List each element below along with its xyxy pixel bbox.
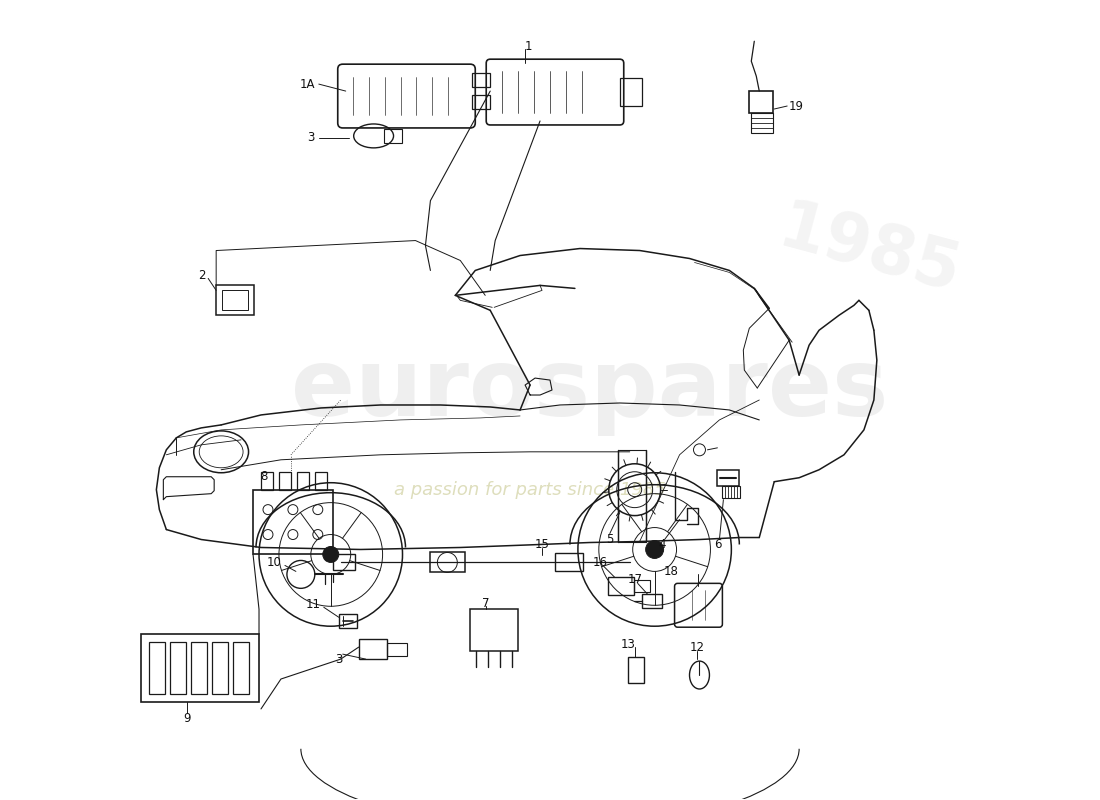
Text: 16: 16 (592, 556, 607, 569)
Bar (191, 642, 207, 694)
Text: 12: 12 (690, 641, 705, 654)
Bar (261, 472, 273, 490)
Bar (279, 472, 290, 490)
Bar (717, 470, 739, 486)
Text: 15: 15 (535, 538, 550, 551)
Text: 4: 4 (659, 538, 667, 551)
Bar (634, 580, 650, 592)
Bar (333, 554, 354, 570)
Text: eurospares: eurospares (292, 344, 889, 436)
Bar (751, 113, 773, 133)
Text: 2: 2 (198, 269, 206, 282)
Bar (384, 129, 402, 143)
Bar (749, 91, 773, 113)
Bar (430, 553, 465, 572)
Text: 1985: 1985 (771, 194, 967, 306)
Bar (386, 643, 407, 656)
Text: 6: 6 (714, 538, 722, 551)
Text: 8: 8 (260, 470, 267, 483)
Bar (359, 639, 386, 659)
Bar (472, 95, 491, 109)
Bar (315, 472, 327, 490)
Bar (608, 578, 634, 595)
Text: 1: 1 (525, 40, 532, 53)
Text: 17: 17 (627, 573, 642, 586)
Bar (233, 642, 249, 694)
Bar (618, 450, 646, 542)
Text: 13: 13 (620, 638, 635, 650)
Bar (556, 554, 583, 571)
Text: 3: 3 (307, 131, 315, 145)
Text: 5: 5 (606, 533, 614, 546)
Bar (222, 290, 249, 310)
Bar (641, 594, 661, 608)
Text: a passion for parts since 1985: a passion for parts since 1985 (394, 481, 666, 498)
Circle shape (646, 541, 663, 558)
Bar (212, 642, 228, 694)
Text: 18: 18 (664, 565, 679, 578)
Text: 7: 7 (483, 597, 490, 610)
Bar (297, 472, 309, 490)
Bar (472, 73, 491, 87)
Bar (628, 657, 643, 683)
Bar (619, 78, 641, 106)
Text: 10: 10 (267, 556, 282, 569)
Bar (253, 490, 333, 554)
Bar (339, 614, 356, 628)
Bar (170, 642, 186, 694)
Bar (150, 642, 165, 694)
Text: 3: 3 (336, 653, 342, 666)
Text: 1A: 1A (299, 78, 315, 90)
Bar (142, 634, 258, 702)
Bar (217, 286, 254, 315)
Text: 19: 19 (789, 99, 804, 113)
Bar (471, 610, 518, 651)
Circle shape (322, 546, 339, 562)
Text: 9: 9 (184, 712, 191, 726)
Text: 11: 11 (306, 598, 321, 610)
Bar (723, 486, 740, 498)
